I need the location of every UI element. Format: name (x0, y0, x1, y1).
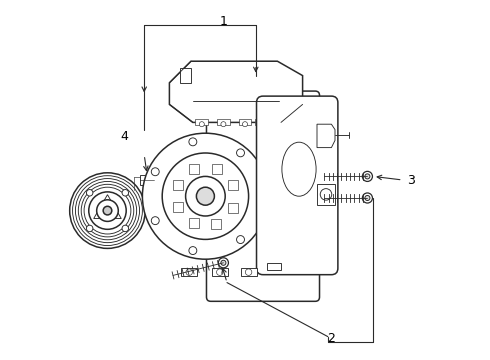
Bar (211, 219, 221, 229)
Circle shape (320, 189, 332, 200)
Circle shape (162, 153, 248, 239)
Circle shape (257, 192, 265, 200)
Bar (189, 218, 199, 228)
Circle shape (221, 122, 226, 127)
Bar (196, 119, 208, 125)
Circle shape (86, 190, 93, 196)
Bar (217, 119, 230, 125)
Circle shape (97, 200, 118, 221)
Circle shape (103, 206, 112, 215)
Circle shape (259, 122, 264, 127)
Circle shape (245, 269, 252, 275)
Circle shape (363, 193, 372, 203)
Circle shape (122, 225, 128, 231)
Circle shape (86, 225, 93, 231)
Text: 2: 2 (327, 332, 335, 345)
Circle shape (219, 258, 228, 268)
Bar (267, 263, 281, 270)
Circle shape (217, 269, 223, 275)
Polygon shape (170, 61, 303, 122)
Polygon shape (317, 124, 335, 148)
Circle shape (189, 247, 197, 255)
Bar (212, 268, 228, 276)
Bar (212, 164, 222, 174)
Bar (228, 180, 238, 190)
Ellipse shape (282, 142, 316, 196)
Circle shape (189, 138, 197, 146)
Bar (140, 175, 154, 185)
Circle shape (237, 235, 245, 243)
Bar (173, 202, 183, 212)
Circle shape (186, 269, 193, 275)
Bar (241, 268, 257, 276)
Bar (181, 268, 197, 276)
Circle shape (363, 171, 372, 181)
Circle shape (365, 195, 370, 201)
Text: 1: 1 (220, 15, 227, 28)
Circle shape (243, 122, 247, 127)
Circle shape (122, 190, 128, 196)
Circle shape (365, 174, 370, 179)
Circle shape (143, 133, 269, 259)
FancyBboxPatch shape (257, 96, 338, 275)
Text: 4: 4 (121, 130, 128, 143)
FancyBboxPatch shape (206, 91, 319, 301)
Circle shape (196, 187, 215, 205)
Circle shape (151, 168, 159, 176)
Bar (189, 164, 199, 174)
Circle shape (70, 173, 145, 248)
Circle shape (199, 122, 204, 127)
Polygon shape (180, 68, 191, 83)
Circle shape (221, 260, 226, 265)
Bar (239, 119, 251, 125)
Circle shape (237, 149, 245, 157)
Circle shape (151, 217, 159, 225)
Bar (173, 180, 183, 190)
Circle shape (89, 192, 126, 229)
Circle shape (186, 176, 225, 216)
Text: 3: 3 (407, 174, 415, 186)
Bar (317, 184, 335, 205)
Bar (255, 119, 268, 125)
Bar (227, 203, 238, 213)
